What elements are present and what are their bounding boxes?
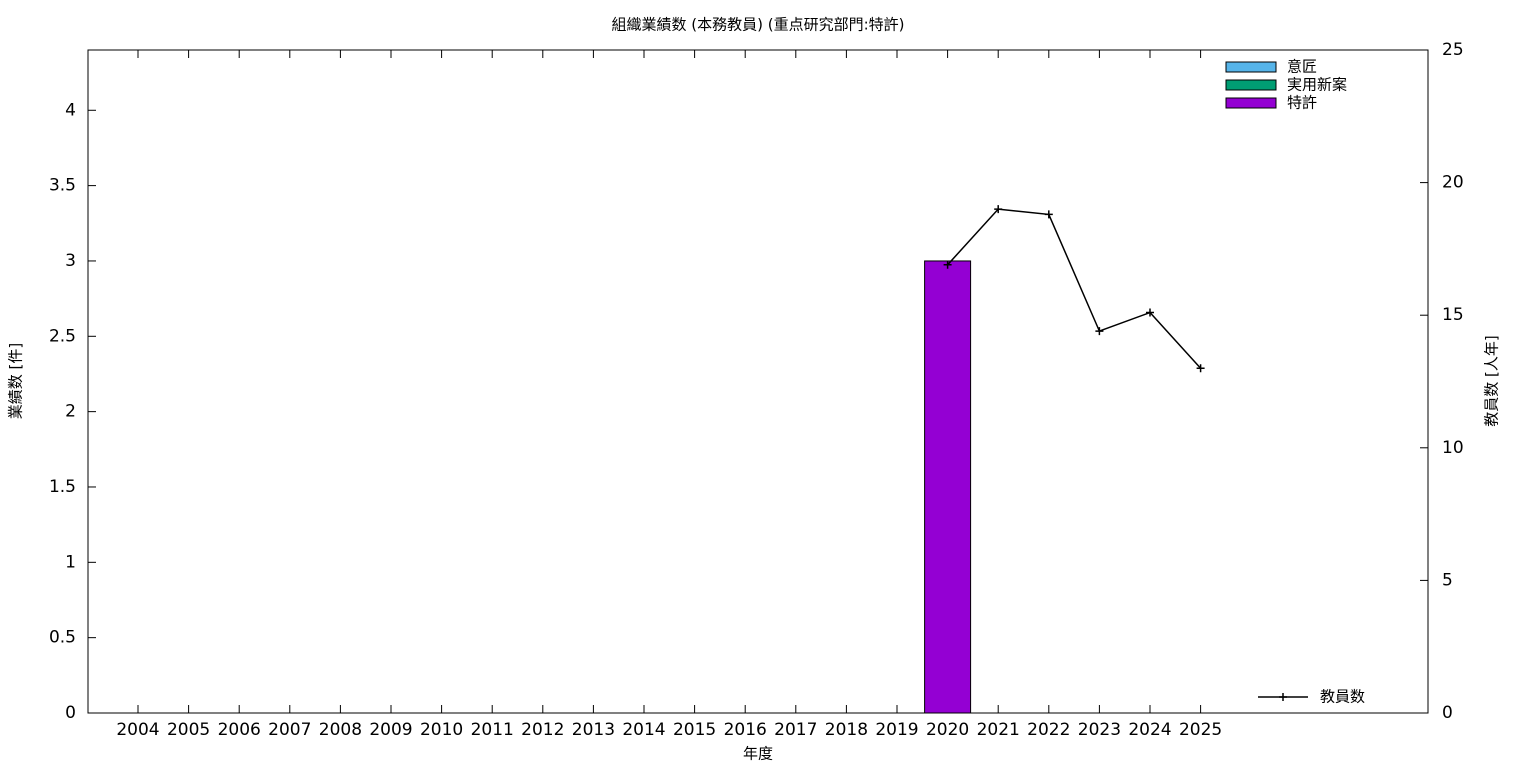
x-tick-label: 2014 [622, 720, 665, 740]
x-tick-label: 2015 [673, 720, 716, 740]
legend-label: 特許 [1287, 94, 1317, 112]
x-axis-label: 年度 [743, 745, 773, 763]
x-tick-label: 2011 [471, 720, 514, 740]
x-tick-label: 2019 [875, 720, 918, 740]
y-tick-label: 1 [65, 552, 76, 572]
x-tick-label: 2009 [369, 720, 412, 740]
y-tick-label: 1.5 [49, 477, 76, 497]
legend-swatch [1225, 79, 1277, 91]
point [1044, 210, 1053, 219]
point [1196, 364, 1205, 373]
legend-label: 実用新案 [1287, 76, 1347, 94]
point [1095, 327, 1104, 336]
point [994, 205, 1003, 214]
y-tick-label: 0.5 [49, 628, 76, 648]
y-axis-label: 業績数 [件] [7, 343, 25, 419]
point [943, 260, 952, 269]
y2-tick-label: 15 [1442, 305, 1464, 325]
y-tick-label: 2 [65, 402, 76, 422]
x-tick-label: 2007 [268, 720, 311, 740]
y-tick-label: 3.5 [49, 176, 76, 196]
y2-tick-label: 10 [1442, 438, 1464, 458]
x-tick-label: 2006 [218, 720, 261, 740]
x-tick-label: 2024 [1128, 720, 1171, 740]
y-tick-label: 0 [65, 703, 76, 723]
legend-point [1279, 693, 1287, 701]
legend-label: 教員数 [1320, 688, 1365, 706]
y-tick-label: 4 [65, 100, 76, 120]
chart-title: 組織業績数 (本務教員) (重点研究部門:特許) [612, 16, 905, 34]
x-tick-label: 2023 [1078, 720, 1121, 740]
x-tick-label: 2016 [724, 720, 767, 740]
legend-swatch [1225, 61, 1277, 73]
plot-frame [87, 49, 1429, 714]
y2-tick-label: 0 [1442, 703, 1453, 723]
legend-label: 意匠 [1287, 58, 1317, 76]
x-tick-label: 2013 [572, 720, 615, 740]
x-tick-label: 2008 [319, 720, 362, 740]
x-tick-label: 2018 [825, 720, 868, 740]
x-tick-label: 2017 [774, 720, 817, 740]
x-tick-label: 2010 [420, 720, 463, 740]
y2-tick-label: 5 [1442, 570, 1453, 590]
x-tick-label: 2025 [1179, 720, 1222, 740]
x-tick-label: 2005 [167, 720, 210, 740]
legend-swatch [1225, 97, 1277, 109]
y2-tick-label: 25 [1442, 40, 1464, 60]
line [947, 208, 1202, 369]
bar [924, 260, 972, 714]
y-tick-label: 2.5 [49, 326, 76, 346]
y2-tick-label: 20 [1442, 173, 1464, 193]
x-tick-label: 2022 [1027, 720, 1070, 740]
point [1146, 308, 1154, 317]
x-tick-label: 2020 [926, 720, 969, 740]
x-tick-label: 2012 [521, 720, 564, 740]
x-tick-label: 2004 [116, 720, 159, 740]
x-tick-label: 2021 [977, 720, 1020, 740]
y2-axis-label: 教員数 [人年] [1483, 335, 1501, 426]
y-tick-label: 3 [65, 251, 76, 271]
